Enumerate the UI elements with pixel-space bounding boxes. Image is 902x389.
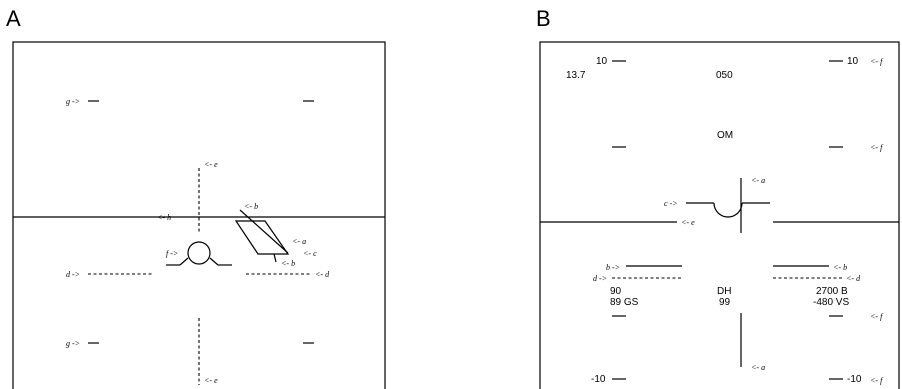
- panel-b-readout-marker: OM: [717, 130, 733, 141]
- panel-b-readout-left-gs: 89 GS: [610, 297, 639, 308]
- panel-b-label-b-right: <- b: [833, 263, 847, 272]
- panel-a-label-e-lower: <- e: [204, 376, 218, 385]
- panel-b-label-c: c ->: [664, 199, 678, 208]
- panel-a-label-g-upper: g ->: [66, 97, 80, 106]
- panel-a-letter: A: [6, 6, 21, 31]
- panel-b-frame: [539, 41, 900, 389]
- panel-b-label-d-left: d ->: [593, 274, 607, 283]
- panel-b-pitch-label-bottom-left: -10: [591, 374, 606, 385]
- panel-a: A g -> g -> <- e <- e <- h f -> d -: [6, 6, 386, 389]
- panel-b-label-a-upper: <- a: [751, 176, 765, 185]
- panel-a-label-c: <- c: [303, 249, 317, 258]
- panel-a-label-g-lower: g ->: [66, 339, 80, 348]
- panel-b: B 10 10 <- f 13.7 050 OM <- f c -> <- a …: [536, 6, 900, 389]
- panel-a-label-b-upper: <- b: [244, 202, 258, 211]
- panel-b-pitch-label-bottom-right: -10: [847, 374, 862, 385]
- panel-b-readout-center-dh: DH: [717, 286, 731, 297]
- panel-b-aircraft-symbol: [686, 202, 770, 218]
- panel-b-label-f-lower-mid: <- f: [870, 312, 884, 321]
- panel-b-readout-center-value: 99: [719, 297, 731, 308]
- panel-b-label-a-lower: <- a: [751, 363, 765, 372]
- panel-b-readout-heading: 050: [716, 70, 733, 81]
- panel-a-label-a: <- a: [292, 237, 306, 246]
- panel-b-label-e: <- e: [681, 218, 695, 227]
- panel-b-label-b-left: b ->: [606, 263, 620, 272]
- panel-b-readout-right-vs: -480 VS: [813, 297, 849, 308]
- panel-a-label-d-right: <- d: [315, 270, 330, 279]
- panel-b-label-f-upper-mid: <- f: [870, 143, 884, 152]
- panel-b-label-f-bottom: <- f: [870, 376, 884, 385]
- panel-a-label-e-upper: <- e: [204, 160, 218, 169]
- panel-b-label-f-top: <- f: [870, 57, 884, 66]
- panel-a-aircraft-symbol: [166, 241, 232, 266]
- panel-a-label-b-lower: <- b: [281, 259, 295, 268]
- panel-a-guidance-symbol: [234, 209, 290, 263]
- panel-b-label-d-right: <- d: [846, 274, 861, 283]
- panel-b-readout-right-alt: 2700 B: [816, 286, 848, 297]
- panel-b-readout-top-left: 13.7: [566, 70, 586, 81]
- panel-a-label-f: f ->: [166, 249, 178, 258]
- panel-b-readout-left-speed: 90: [610, 286, 622, 297]
- panel-b-letter: B: [536, 6, 551, 31]
- panel-a-label-d-left: d ->: [66, 270, 80, 279]
- panel-b-pitch-label-top-left: 10: [596, 56, 608, 67]
- panel-b-pitch-label-top-right: 10: [847, 56, 859, 67]
- panel-a-label-h: <- h: [157, 213, 171, 222]
